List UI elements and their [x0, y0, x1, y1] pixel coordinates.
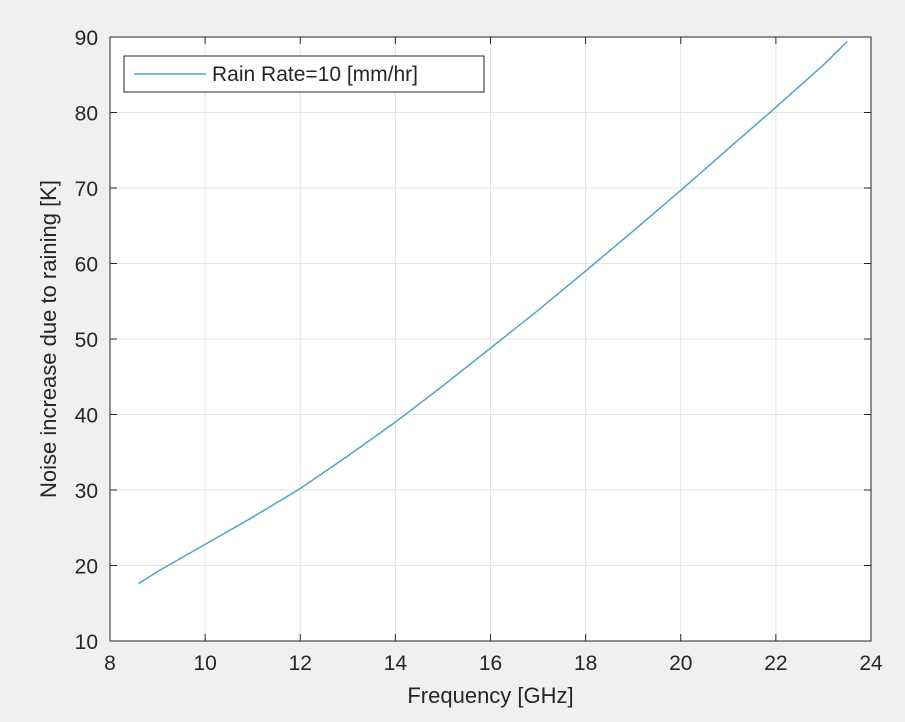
y-tick-label: 30	[75, 480, 98, 503]
y-tick-label: 50	[75, 329, 98, 352]
y-axis-ticks: 10 20 30 40 50 60 70 80 90	[75, 27, 871, 654]
x-tick-label: 10	[193, 652, 216, 675]
x-tick-label: 20	[669, 652, 692, 675]
x-tick-label: 16	[479, 652, 502, 675]
y-axis-label: Noise increase due to raining [K]	[36, 180, 61, 498]
x-axis-ticks: 8 10 12 14 16 18 20 22 24	[104, 37, 883, 675]
x-tick-label: 24	[859, 652, 883, 675]
y-tick-label: 70	[75, 178, 98, 201]
x-axis-label: Frequency [GHz]	[407, 683, 573, 708]
y-tick-label: 80	[75, 103, 98, 126]
y-tick-label: 20	[75, 556, 98, 579]
x-tick-label: 12	[289, 652, 312, 675]
x-tick-label: 14	[384, 652, 408, 675]
y-tick-label: 40	[75, 405, 98, 428]
y-tick-label: 60	[75, 254, 98, 277]
x-tick-label: 8	[104, 652, 116, 675]
y-tick-label: 10	[75, 631, 98, 654]
series-layer	[138, 40, 848, 585]
legend: Rain Rate=10 [mm/hr]	[123, 55, 485, 93]
legend-entry-label: Rain Rate=10 [mm/hr]	[212, 63, 418, 86]
series-line	[138, 40, 848, 585]
x-tick-label: 18	[574, 652, 597, 675]
y-tick-label: 90	[75, 27, 98, 50]
x-tick-label: 22	[764, 652, 787, 675]
